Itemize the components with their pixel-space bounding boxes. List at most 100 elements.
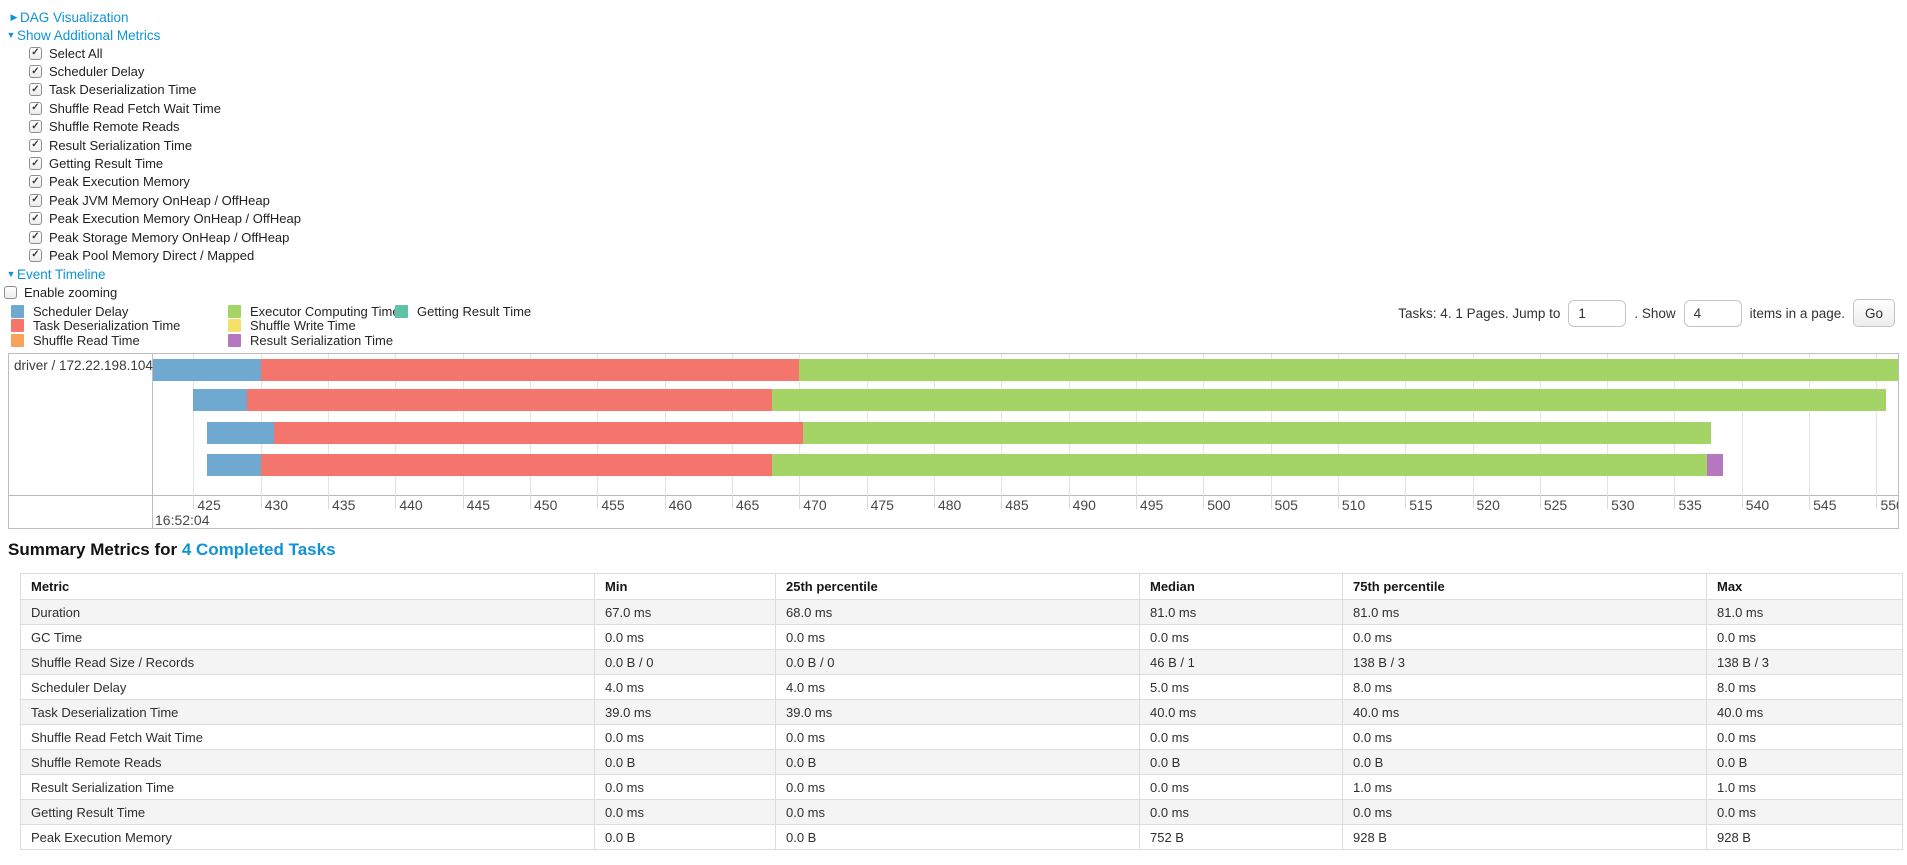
checkbox-label: Peak Execution Memory	[49, 174, 190, 190]
task-bar-executor_computing[interactable]	[799, 359, 1898, 381]
task-bar-result_serialization[interactable]	[1706, 454, 1723, 476]
metric-value-cell: 0.0 ms	[594, 624, 776, 650]
column-header-max[interactable]: Max	[1706, 573, 1903, 600]
checkbox-peak-storage-memory-onheap-offheap[interactable]	[29, 230, 42, 244]
timeline-tick	[1068, 495, 1070, 509]
task-bar-scheduler_delay[interactable]	[193, 389, 248, 411]
event-timeline-toggle[interactable]: ▼ Event Timeline	[5, 265, 106, 283]
show-additional-metrics-link[interactable]: Show Additional Metrics	[17, 27, 161, 43]
event-timeline-link[interactable]: Event Timeline	[17, 266, 106, 282]
metric-value-cell: 138 B / 3	[1342, 649, 1707, 675]
go-button[interactable]: Go	[1852, 299, 1895, 327]
checkbox-peak-execution-memory[interactable]	[29, 175, 42, 189]
legend-label: Shuffle Read Time	[33, 332, 140, 348]
checkbox-peak-jvm-memory-onheap-offheap[interactable]	[29, 193, 42, 207]
checkbox-item-peak-storage-memory-onheap-offheap[interactable]: Peak Storage Memory OnHeap / OffHeap	[29, 228, 301, 246]
metric-value-cell: 1.0 ms	[1342, 774, 1707, 800]
timeline-gridline	[193, 354, 195, 495]
checkbox-shuffle-remote-reads[interactable]	[29, 120, 42, 134]
column-header-25th-percentile[interactable]: 25th percentile	[775, 573, 1140, 600]
timeline-plot-area[interactable]: 425 430 435 440 445 450 455 460 465 470 475 480 485 4…	[153, 354, 1898, 528]
task-bar-executor_computing[interactable]	[772, 454, 1707, 476]
task-bar-scheduler_delay[interactable]	[153, 359, 261, 381]
enable-zooming-checkbox[interactable]	[4, 285, 17, 299]
checkbox-item-task-deserialization-time[interactable]: Task Deserialization Time	[29, 81, 301, 99]
checkbox-label: Peak Pool Memory Direct / Mapped	[49, 247, 255, 263]
checkbox-item-getting-result-time[interactable]: Getting Result Time	[29, 154, 301, 172]
checkbox-item-peak-pool-memory-direct-mapped[interactable]: Peak Pool Memory Direct / Mapped	[29, 246, 301, 264]
checkbox-scheduler-delay[interactable]	[29, 65, 42, 79]
metric-name-cell: Shuffle Read Size / Records	[20, 649, 595, 675]
axis-tick-label: 535	[1678, 497, 1702, 513]
checkbox-shuffle-read-fetch-wait-time[interactable]	[29, 101, 42, 115]
column-header-75th-percentile[interactable]: 75th percentile	[1342, 573, 1707, 600]
metric-value-cell: 0.0 B	[1139, 749, 1343, 775]
timeline-tick	[1135, 495, 1137, 509]
checkbox-label: Scheduler Delay	[49, 64, 145, 80]
task-bar-scheduler_delay[interactable]	[206, 454, 261, 476]
metric-value-cell: 39.0 ms	[775, 699, 1140, 725]
summary-metrics-table: Metric Min 25th percentile Median 75th perce…	[20, 573, 1903, 850]
enable-zooming-checkbox-item[interactable]: Enable zooming	[4, 283, 117, 301]
axis-tick-label: 495	[1139, 497, 1164, 513]
checkbox-task-deserialization-time[interactable]	[29, 83, 42, 97]
dag-visualization-toggle[interactable]: ▶ DAG Visualization	[8, 8, 129, 26]
table-row-shuffle-read-fetch-wait-time: Shuffle Read Fetch Wait Time 0.0 ms 0.0 ms…	[20, 724, 1903, 750]
legend-entry-shuffle-write-time: Shuffle Write Time	[228, 318, 400, 333]
task-bar-executor_computing[interactable]	[803, 422, 1711, 444]
dag-visualization-link[interactable]: DAG Visualization	[20, 9, 129, 25]
column-header-median[interactable]: Median	[1139, 573, 1343, 600]
task-bar-scheduler_delay[interactable]	[206, 422, 275, 444]
metric-value-cell: 39.0 ms	[594, 699, 776, 725]
metric-value-cell: 0.0 ms	[1139, 624, 1343, 650]
summary-metrics-heading: Summary Metrics for 4 Completed Tasks	[8, 540, 336, 560]
pagination-tasks-text: Tasks: 4. 1 Pages. Jump to	[1398, 305, 1561, 321]
metric-value-cell: 0.0 B	[1706, 749, 1903, 775]
pagination-show-label: . Show	[1634, 305, 1676, 321]
checkbox-getting-result-time[interactable]	[29, 157, 42, 171]
checkbox-peak-pool-memory-direct-mapped[interactable]	[29, 248, 42, 262]
task-bar-executor_computing[interactable]	[772, 389, 1886, 411]
jump-to-page-input[interactable]	[1568, 299, 1627, 327]
checkbox-item-select-all[interactable]: Select All	[29, 44, 301, 62]
checkbox-item-shuffle-read-fetch-wait-time[interactable]: Shuffle Read Fetch Wait Time	[29, 99, 301, 117]
checkbox-select-all[interactable]	[29, 46, 42, 60]
axis-tick-label: 485	[1005, 497, 1029, 513]
axis-tick-label: 465	[735, 497, 760, 513]
checkbox-item-peak-execution-memory-onheap-offheap[interactable]: Peak Execution Memory OnHeap / OffHeap	[29, 210, 301, 228]
checkbox-label: Getting Result Time	[49, 156, 164, 172]
metric-value-cell: 4.0 ms	[775, 674, 1140, 700]
show-additional-metrics-toggle[interactable]: ▼ Show Additional Metrics	[5, 26, 161, 44]
timeline-tick	[462, 495, 464, 509]
checkbox-item-scheduler-delay[interactable]: Scheduler Delay	[29, 62, 301, 80]
checkbox-result-serialization-time[interactable]	[29, 138, 42, 152]
checkbox-item-shuffle-remote-reads[interactable]: Shuffle Remote Reads	[29, 118, 301, 136]
items-per-page-input[interactable]	[1683, 299, 1742, 327]
checkbox-label: Shuffle Read Fetch Wait Time	[49, 100, 221, 116]
summary-heading-prefix: Summary Metrics for	[8, 540, 182, 559]
timeline-tick	[1539, 495, 1541, 509]
task-bar-task_deserialization[interactable]	[247, 389, 773, 411]
event-timeline-chart: driver / 172.22.198.104 425 430 435 440 445 4…	[8, 353, 1899, 529]
checkbox-peak-execution-memory-onheap-offheap[interactable]	[29, 212, 42, 226]
task-bar-task_deserialization[interactable]	[274, 422, 804, 444]
legend-swatch-getting-result-time	[395, 304, 408, 318]
timeline-tick	[1607, 495, 1609, 509]
checkbox-item-result-serialization-time[interactable]: Result Serialization Time	[29, 136, 301, 154]
task-bar-task_deserialization[interactable]	[260, 359, 800, 381]
metric-value-cell: 0.0 ms	[1342, 724, 1707, 750]
legend-swatch-task-deserialization-time	[11, 319, 24, 333]
checkbox-label: Peak Storage Memory OnHeap / OffHeap	[49, 229, 290, 245]
column-header-metric[interactable]: Metric	[20, 573, 595, 600]
metric-value-cell: 8.0 ms	[1342, 674, 1707, 700]
metric-value-cell: 0.0 ms	[775, 774, 1140, 800]
completed-tasks-link[interactable]: 4 Completed Tasks	[181, 540, 336, 559]
checkbox-item-peak-jvm-memory-onheap-offheap[interactable]: Peak JVM Memory OnHeap / OffHeap	[29, 191, 301, 209]
metric-name-cell: Shuffle Read Fetch Wait Time	[20, 724, 595, 750]
checkbox-item-peak-execution-memory[interactable]: Peak Execution Memory	[29, 173, 301, 191]
metric-value-cell: 81.0 ms	[1342, 599, 1707, 625]
metric-value-cell: 928 B	[1342, 824, 1707, 850]
task-bar-task_deserialization[interactable]	[260, 454, 773, 476]
column-header-min[interactable]: Min	[594, 573, 776, 600]
